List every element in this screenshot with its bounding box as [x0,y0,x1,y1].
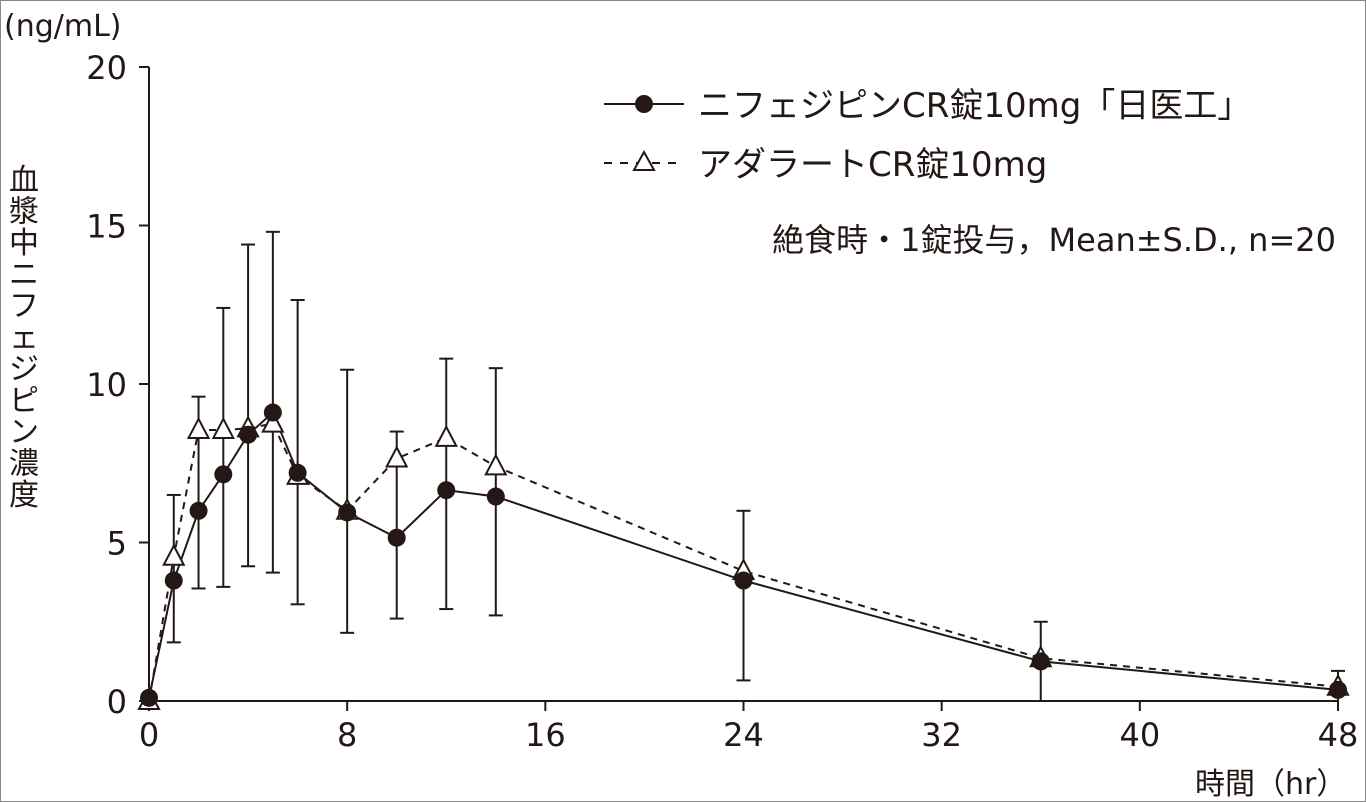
triangle-marker [211,416,235,439]
y-tick-label: 0 [107,683,127,721]
error-bars [166,230,1345,701]
circle-marker [486,487,505,506]
triangle-marker [385,445,409,468]
circle-marker [189,501,208,520]
x-tick-label: 40 [1119,716,1160,754]
circle-marker [734,571,753,590]
y-axis-label-char: ピ [9,384,39,419]
x-tick-label: 32 [921,716,962,754]
circle-marker [263,403,282,422]
y-axis-label-char: ェ [9,321,39,356]
y-unit-label: (ng/mL) [4,9,122,44]
y-axis-label-char: 濃 [9,447,39,482]
legend-label-1: ニフェジピンCR錠10mg「日医工」 [698,86,1251,126]
circle-marker [387,528,406,547]
y-tick-label: 20 [86,49,127,87]
triangle-marker [186,416,211,439]
legend-marker-circle [635,95,653,113]
circle-marker [1329,680,1347,699]
circle-marker [214,465,233,484]
triangle-marker [162,543,186,566]
series-markers [137,403,1350,710]
x-axis-label: 時間（hr） [1195,767,1346,802]
triangle-marker [434,424,458,447]
legend-label-2: アダラートCR錠10mg [698,145,1047,185]
annotation: 絶食時・1錠投与，Mean±S.D., n=20 [772,221,1336,259]
x-tick-label: 16 [525,716,566,754]
y-axis-label-char: ン [9,415,39,450]
x-tick-label: 0 [139,716,159,754]
circle-marker [288,463,307,482]
y-axis-label-char: ニ [9,258,39,293]
legend: ニフェジピンCR錠10mg「日医工」 アダラートCR錠10mg [604,86,1251,185]
axes: 0 5 10 15 20 0 8 16 24 32 40 48 [86,49,1358,754]
triangle-marker [261,410,285,433]
legend-marker-triangle [632,149,656,171]
y-axis-label-char: 漿 [9,195,39,230]
x-tick-label: 48 [1318,716,1359,754]
y-axis-label-char: 中 [9,226,39,261]
circle-marker [1031,652,1050,671]
triangle-marker [484,453,508,476]
y-axis-label-char: ジ [9,352,39,387]
x-tick-label: 24 [723,716,764,754]
circle-marker [338,503,357,522]
x-tick-label: 8 [337,716,357,754]
y-axis-label-char: 血 [9,163,39,198]
y-tick-label: 5 [107,525,127,563]
circle-marker [140,688,158,707]
y-tick-label: 10 [86,366,127,404]
y-tick-label: 15 [86,208,127,246]
y-axis-label-char: 度 [9,478,39,513]
y-axis-label-char: フ [9,289,39,324]
circle-marker [437,481,456,500]
circle-marker [239,425,258,444]
circle-marker [164,571,183,590]
